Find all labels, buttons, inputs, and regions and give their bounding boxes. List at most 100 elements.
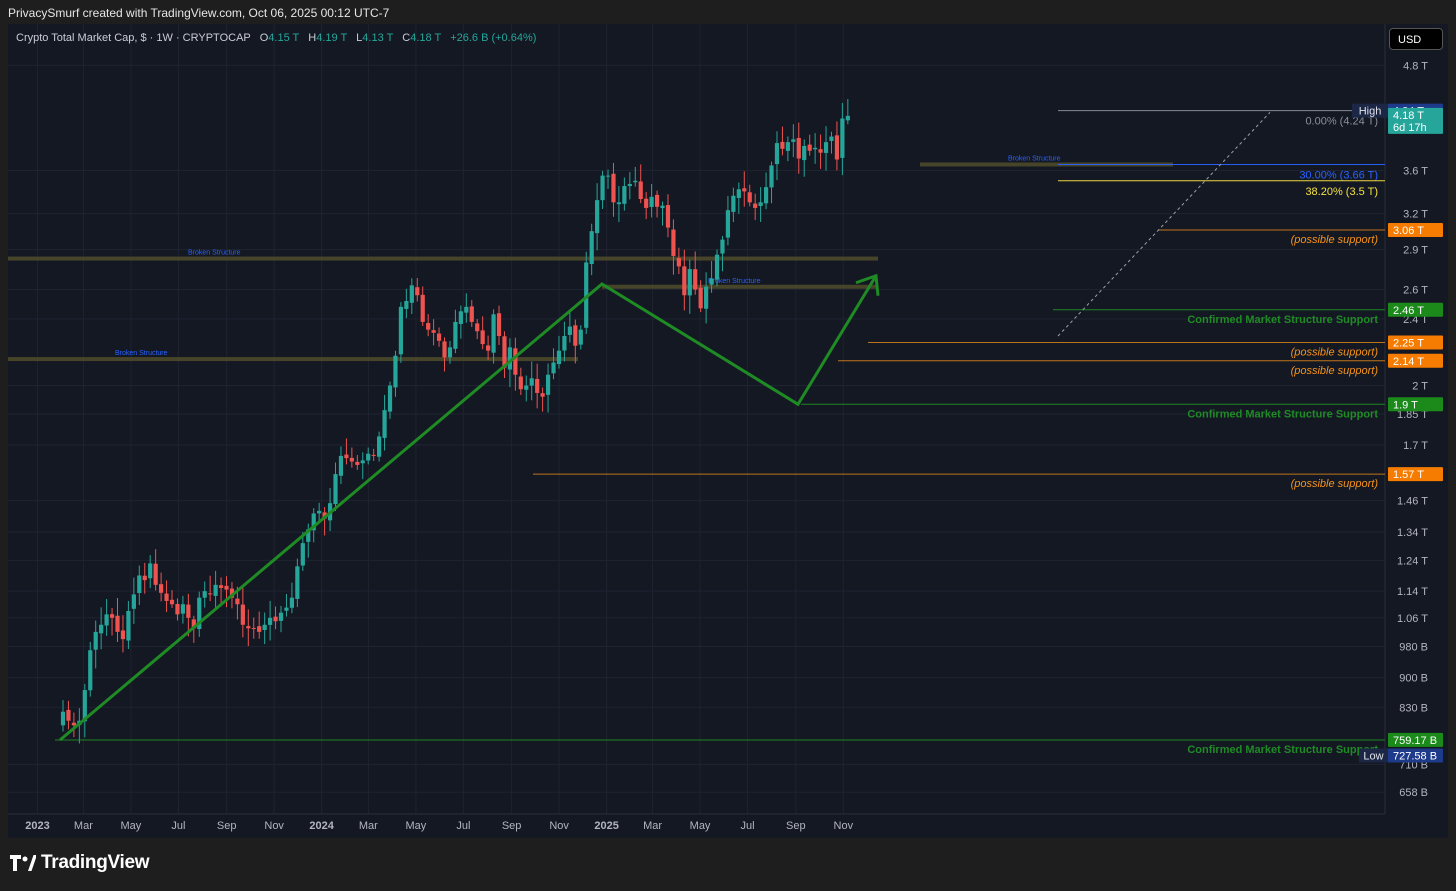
candle-body [845,115,850,121]
candle-body [823,142,829,153]
candle-body [404,300,409,309]
level-label: (possible support) [1291,234,1379,246]
candle-body [540,393,545,397]
candle-body [164,593,169,601]
chart-background [8,24,1448,838]
candle-body [278,612,284,621]
high-label: H [308,32,317,44]
candle-body [496,313,502,337]
tradingview-logo[interactable]: TradingView [10,852,150,874]
candle-body [491,314,496,353]
candle-body [627,183,632,187]
time-tick-label: Mar [74,820,93,832]
candle-body [197,597,202,630]
level-label: Confirmed Market Structure Support [1187,744,1378,756]
candle-body [758,202,763,207]
price-tick-label: 900 B [1399,673,1428,685]
price-tag-box [1388,732,1443,747]
candle-body [611,173,616,203]
candle-body [229,588,235,598]
price-tag-prefix: High [1359,106,1382,118]
price-tag-box [1388,467,1443,482]
open-value: 4.15 T [268,32,300,44]
candle-body [349,457,354,462]
candle-body [769,165,774,188]
close-label: C [402,32,411,44]
time-tick-label: Sep [786,820,806,832]
candle-body [502,336,507,368]
change-value: +26.6 B (+0.64%) [450,32,537,44]
time-tick-label: May [405,820,426,832]
price-tag-value: 727.58 B [1393,750,1437,762]
candle-body [142,575,147,581]
time-tick-label: May [121,820,142,832]
currency-button[interactable]: USD [1389,28,1443,50]
price-tag-value: 2.25 T [1393,337,1424,349]
candle-body [545,374,551,395]
time-tick-label: Mar [643,820,662,832]
level-label: Confirmed Market Structure Support [1187,314,1378,326]
candle-body [393,355,398,388]
candle-body [725,210,731,238]
candle-body [202,591,207,598]
time-tick-label: 2024 [309,820,334,832]
candle-body [213,584,218,596]
time-tick-label: Jul [171,820,185,832]
candle-body [284,607,289,611]
candle-body [224,585,229,590]
candle-body [66,709,71,721]
time-tick-label: May [690,820,711,832]
footer: TradingView [0,838,1456,891]
price-tag-prefix-box [1352,103,1388,118]
candle-body [562,336,567,351]
candle-body [513,348,518,375]
candle-body [813,147,818,150]
symbol-name: Crypto Total Market Cap, $ · 1W · CRYPTO… [16,32,251,44]
candlestick-chart[interactable]: Broken Structure Broken Structure Broken S… [8,24,1448,838]
candle-body [785,142,790,151]
candle-body [589,231,594,264]
candle-body [251,627,256,629]
screenshot-credit-bar: PrivacySmurf created with TradingView.co… [0,0,1456,24]
price-tick-label: 2 T [1412,381,1428,393]
candle-body [153,563,158,585]
candle-body [109,614,115,618]
candle-body [605,175,611,177]
candle-body [257,626,262,632]
level-label: 0.00% (4.24 T) [1305,116,1378,128]
candle-body [649,196,654,207]
price-tag-countdown: 6d 17h [1393,122,1427,134]
candle-body [584,262,589,328]
broken-structure-label: Broken Structure [115,350,168,357]
candle-body [753,203,758,208]
candle-body [796,137,801,159]
low-value: 4.13 T [362,32,394,44]
candle-body [180,604,186,614]
tradingview-logo-icon [10,855,36,871]
candle-body [120,630,126,640]
candle-body [409,285,414,303]
candle-body [208,593,213,595]
candle-body [169,599,175,605]
candle-body [518,376,523,390]
price-tick-label: 1.46 T [1397,496,1428,508]
time-tick-label: Sep [217,820,237,832]
level-label: (possible support) [1291,346,1379,358]
candle-body [377,436,382,457]
close-value: 4.18 T [410,32,442,44]
price-tag-value: 3.06 T [1393,225,1424,237]
price-tick-label: 2.4 T [1403,314,1428,326]
candle-body [622,186,627,204]
candle-body [458,311,463,324]
candle-body [736,189,741,198]
candle-body [644,198,649,208]
candle-body [218,585,224,588]
candle-body [720,239,725,254]
open-label: O [259,32,269,44]
candle-body [398,306,404,355]
candle-body [186,604,191,618]
candle-body [268,617,273,625]
trend-arrowhead [855,273,880,296]
candle-body [840,118,845,158]
candle-body [829,136,834,141]
